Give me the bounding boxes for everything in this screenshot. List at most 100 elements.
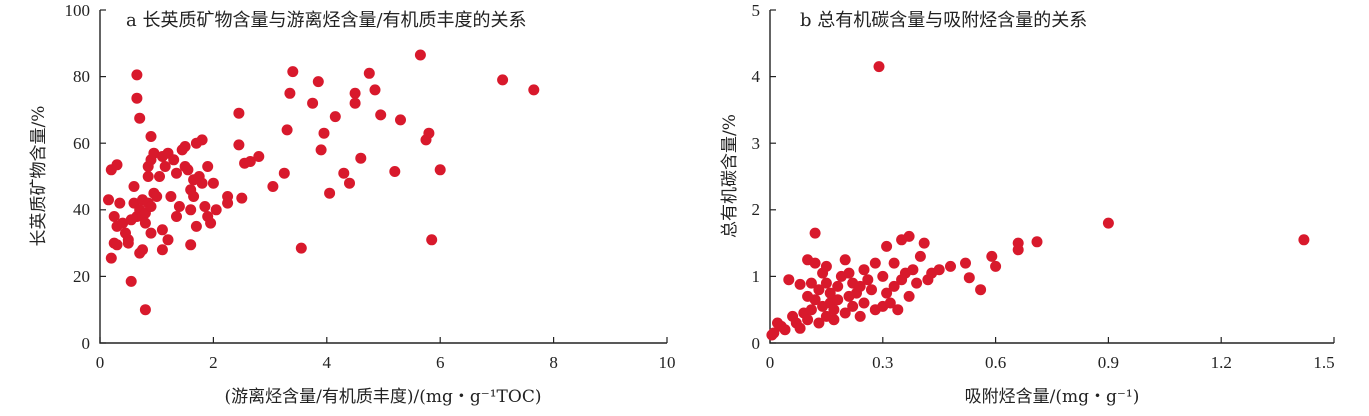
chart-b-xtick-label: 1.5 xyxy=(1313,353,1334,372)
chart-b-point xyxy=(911,277,923,289)
chart-b-yticks: 0 1 2 3 4 5 xyxy=(752,1,776,353)
chart-a-point xyxy=(315,144,327,156)
chart-b-xtick-label: 0 xyxy=(766,353,775,372)
chart-b-ytick-label: 3 xyxy=(752,134,761,153)
chart-b-point xyxy=(847,300,859,312)
chart-a-point xyxy=(117,217,129,229)
chart-b-point xyxy=(975,284,987,296)
chart-a-point xyxy=(253,151,265,162)
chart-a-point xyxy=(139,217,151,229)
chart-b-point xyxy=(862,274,874,286)
chart-a-point xyxy=(151,191,163,202)
chart-b-point xyxy=(805,277,817,289)
chart-a-point xyxy=(179,141,191,152)
chart-a-point xyxy=(236,192,248,204)
chart-a-point xyxy=(171,211,182,222)
chart-a-ytick-label: 20 xyxy=(73,267,90,286)
chart-a-point xyxy=(171,167,182,179)
chart-a-point xyxy=(344,177,355,189)
chart-a-point xyxy=(295,242,307,254)
chart-a-point xyxy=(287,66,299,78)
chart-b-point xyxy=(854,310,866,322)
chart-b-point xyxy=(1031,236,1043,248)
chart-a-point xyxy=(395,114,406,126)
chart-a-point xyxy=(122,237,134,249)
chart-b-point xyxy=(824,287,836,299)
chart-a-point xyxy=(278,167,290,179)
chart-b-point xyxy=(1102,217,1114,229)
chart-a-ylabel: 长英质矿物含量/% xyxy=(29,106,49,247)
chart-a-point xyxy=(207,177,219,189)
chart-a-point xyxy=(338,167,350,179)
chart-b-point xyxy=(914,250,926,262)
chart-b-ytick-label: 1 xyxy=(752,267,761,286)
chart-a-point xyxy=(111,159,123,171)
chart-b-point xyxy=(892,304,904,316)
chart-b-point xyxy=(820,277,832,289)
chart-a-point xyxy=(199,201,211,212)
chart-b-point xyxy=(809,227,821,239)
chart-b-point xyxy=(832,280,844,292)
chart-a-point xyxy=(185,239,197,251)
chart-b-point xyxy=(881,240,893,252)
chart-a-point xyxy=(244,156,256,167)
chart-a-ytick-label: 0 xyxy=(82,334,91,353)
chart-a-title: a 长英质矿物含量与游离烃含量/有机质丰度的关系 xyxy=(126,10,527,31)
chart-a-point xyxy=(145,227,157,239)
chart-b: b 总有机碳含量与吸附烃含量的关系 0 1 2 3 4 5 0 0.3 0.6 xyxy=(720,1,1335,407)
chart-a-points xyxy=(103,49,540,316)
chart-b-point xyxy=(918,237,930,249)
chart-a-point xyxy=(349,97,361,109)
chart-a-point xyxy=(497,74,509,86)
chart-b-point xyxy=(877,270,889,282)
chart-a-point xyxy=(145,131,157,142)
chart-a-point xyxy=(168,154,180,166)
chart-b-ylabel: 总有机碳含量/% xyxy=(720,114,740,238)
chart-a-point xyxy=(156,224,168,236)
chart-a-point xyxy=(324,187,336,199)
chart-b-point xyxy=(869,257,881,269)
chart-a-point xyxy=(307,97,319,109)
chart-a-point xyxy=(139,304,151,316)
chart-a-point xyxy=(131,92,143,104)
chart-a-point xyxy=(389,166,401,177)
chart-b-point xyxy=(839,307,851,319)
chart-b-point xyxy=(813,284,825,296)
chart-a-ytick-label: 80 xyxy=(73,67,90,86)
chart-b-point xyxy=(903,230,915,242)
chart-a-point xyxy=(349,87,361,99)
chart-b-ytick-label: 0 xyxy=(752,334,761,353)
chart-a-point xyxy=(363,67,375,79)
chart-a: a 长英质矿物含量与游离烃含量/有机质丰度的关系 0 20 40 60 80 1… xyxy=(29,1,676,407)
chart-b-point xyxy=(881,287,893,299)
chart-b-point xyxy=(843,267,855,279)
chart-a-point xyxy=(312,76,324,88)
chart-a-xlabel: (游离烃含量/有机质丰度)/(mg・g⁻¹TOC) xyxy=(225,387,542,407)
chart-a-yticks: 0 20 40 60 80 100 xyxy=(65,1,106,353)
chart-a-point xyxy=(134,247,146,259)
chart-b-point xyxy=(866,284,877,296)
chart-a-xtick-label: 8 xyxy=(549,353,558,372)
chart-b-point xyxy=(794,322,806,334)
chart-a-point xyxy=(281,124,293,136)
chart-b-point xyxy=(858,264,870,276)
chart-a-point xyxy=(134,112,146,124)
chart-b-xticks: 0 0.3 0.6 0.9 1.2 1.5 xyxy=(766,337,1335,372)
chart-b-point xyxy=(945,260,956,272)
chart-a-point xyxy=(162,234,174,246)
chart-b-point xyxy=(884,297,896,309)
chart-b-point xyxy=(768,327,780,339)
chart-b-points xyxy=(766,61,1310,341)
chart-b-point xyxy=(828,304,840,316)
chart-a-point xyxy=(145,201,157,212)
chart-a-point xyxy=(318,127,330,139)
chart-b-point xyxy=(820,260,832,272)
chart-b-point xyxy=(963,272,975,284)
chart-a-point xyxy=(188,191,200,202)
chart-b-xlabel: 吸附烃含量/(mg・g⁻¹) xyxy=(965,387,1140,407)
chart-a-point xyxy=(108,211,120,222)
chart-a-xtick-label: 0 xyxy=(96,353,105,372)
chart-b-point xyxy=(828,314,840,326)
chart-b-point xyxy=(802,314,814,326)
